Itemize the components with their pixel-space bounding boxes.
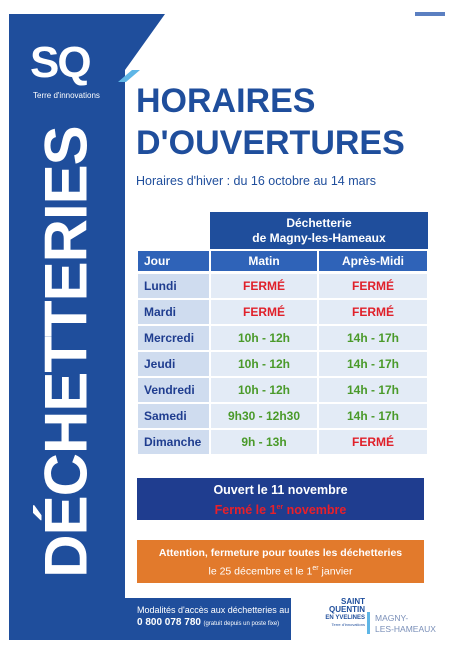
closure-line: le 25 décembre et le 1er janvier [137, 561, 424, 580]
day-cell: Jeudi [137, 351, 210, 377]
hours-cell: FERMÉ [210, 273, 318, 299]
logo-line: EN YVELINES [325, 615, 365, 621]
hours-cell: 10h - 12h [210, 377, 318, 403]
hours-cell: FERMÉ [318, 299, 428, 325]
closure-notice: Attention, fermeture pour toutes les déc… [137, 540, 424, 583]
day-cell: Vendredi [137, 377, 210, 403]
column-header: Après-Midi [318, 250, 428, 272]
day-cell: Samedi [137, 403, 210, 429]
day-cell: Mercredi [137, 325, 210, 351]
text: novembre [283, 503, 347, 518]
superscript: er [312, 565, 319, 572]
phone: 0 800 078 780 [137, 617, 201, 628]
hours-cell: 14h - 17h [318, 325, 428, 351]
title-line: HORAIRES [136, 82, 316, 120]
footer: Modalités d'accès aux déchetteries au 0 … [137, 604, 289, 630]
title: HORAIRES D'OUVERTURES [136, 80, 405, 164]
hours-cell: FERMÉ [318, 273, 428, 299]
day-cell: Lundi [137, 273, 210, 299]
column-header: Jour [137, 250, 210, 272]
hours-cell: 10h - 12h [210, 325, 318, 351]
logo-line: SAINT [341, 597, 365, 606]
text: le 25 décembre et le 1 [208, 565, 313, 578]
day-cell: Dimanche [137, 429, 210, 455]
superscript: er [276, 504, 284, 511]
hours-cell: 14h - 17h [318, 377, 428, 403]
notice-closed: Fermé le 1er novembre [137, 499, 424, 519]
group-header: Déchetterie de Magny-les-Hameaux [210, 212, 428, 249]
logo-tagline: Terre d'innovations [33, 91, 100, 100]
hours-cell: FERMÉ [210, 299, 318, 325]
hours-cell: 14h - 17h [318, 403, 428, 429]
title-line: D'OUVERTURES [136, 124, 405, 162]
partner-logo: SAINT QUENTIN EN YVELINES Terre d'innova… [300, 598, 365, 628]
logo-mark: SQ [30, 38, 92, 87]
schedule-table: Déchetterie de Magny-les-Hameaux Jour Mat… [137, 212, 428, 457]
hours-cell: 10h - 12h [210, 351, 318, 377]
day-cell: Mardi [137, 299, 210, 325]
footer-line: Modalités d'accès aux déchetteries au [137, 605, 290, 615]
phone-note: (gratuit depuis un poste fixe) [203, 621, 280, 627]
town-line: MAGNY- [375, 613, 409, 623]
hours-cell: 9h30 - 12h30 [210, 403, 318, 429]
column-header: Matin [210, 250, 318, 272]
text: Fermé le 1 [214, 503, 277, 518]
hours-cell: 9h - 13h [210, 429, 318, 455]
text: janvier [318, 565, 353, 578]
town-line: LES-HAMEAUX [375, 624, 436, 634]
logo-divider [367, 612, 370, 634]
hours-cell: 14h - 17h [318, 351, 428, 377]
town-logo: MAGNY- LES-HAMEAUX [375, 613, 436, 635]
side-title: DÉCHETTERIES [32, 126, 100, 578]
group-header-line: de Magny-les-Hameaux [252, 230, 386, 245]
logo-tagline: Terre d'innovations [331, 622, 365, 627]
group-header-line: Déchetterie [286, 215, 352, 230]
notice-open: Ouvert le 11 novembre [213, 483, 348, 497]
hours-cell: FERMÉ [318, 429, 428, 455]
holiday-notice: Ouvert le 11 novembre Fermé le 1er novem… [137, 478, 424, 520]
closure-line: Attention, fermeture pour toutes les déc… [158, 547, 403, 559]
subtitle: Horaires d'hiver : du 16 octobre au 14 m… [136, 174, 377, 188]
logo-line: QUENTIN [329, 605, 365, 614]
